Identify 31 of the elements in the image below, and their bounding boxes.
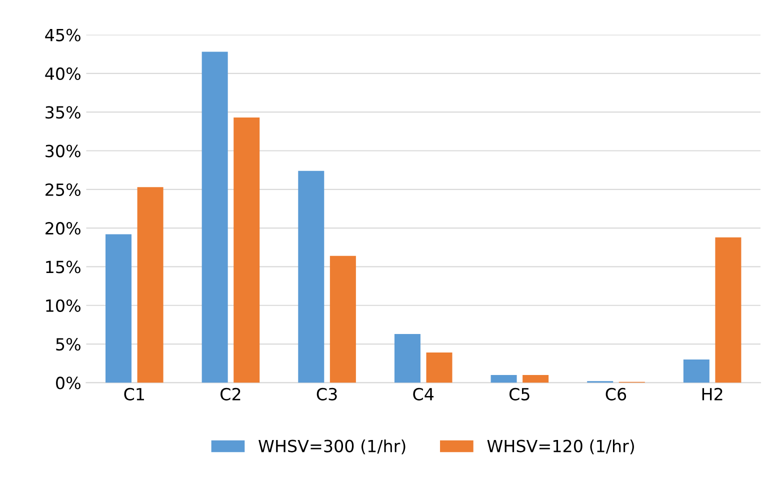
x-tick-label: C1 <box>124 388 144 400</box>
x-tick-label: C2 <box>220 388 240 400</box>
y-tick-label: 40% <box>45 67 80 80</box>
bar <box>234 118 260 383</box>
y-tick-label: 20% <box>46 222 80 235</box>
x-tick-label: C6 <box>606 388 626 400</box>
bar <box>715 237 742 383</box>
x-tick-label: C5 <box>509 388 530 400</box>
legend-label: WHSV=120 (1/hr) <box>487 439 634 454</box>
bar <box>106 234 132 383</box>
y-tick-label: 45% <box>45 28 80 42</box>
y-tick-label: 25% <box>46 183 80 196</box>
y-tick-label: 5% <box>56 338 80 351</box>
y-tick-label: 0% <box>56 376 80 390</box>
bar <box>330 256 356 383</box>
legend-label: WHSV=300 (1/hr) <box>258 439 406 454</box>
y-tick-label: 30% <box>46 144 80 158</box>
bar <box>394 334 420 383</box>
y-tick-label: 35% <box>46 106 80 119</box>
x-tick-label: H2 <box>702 388 722 400</box>
x-tick-label: C3 <box>316 388 337 400</box>
bar <box>137 187 164 383</box>
x-tick-label: C4 <box>413 388 434 400</box>
bar <box>522 374 549 383</box>
y-tick-label: 10% <box>46 299 80 312</box>
bar <box>490 374 517 383</box>
bar <box>298 170 324 383</box>
bar <box>426 352 452 383</box>
bar <box>202 52 228 383</box>
y-tick-label: 15% <box>46 260 80 274</box>
bar <box>683 359 710 383</box>
